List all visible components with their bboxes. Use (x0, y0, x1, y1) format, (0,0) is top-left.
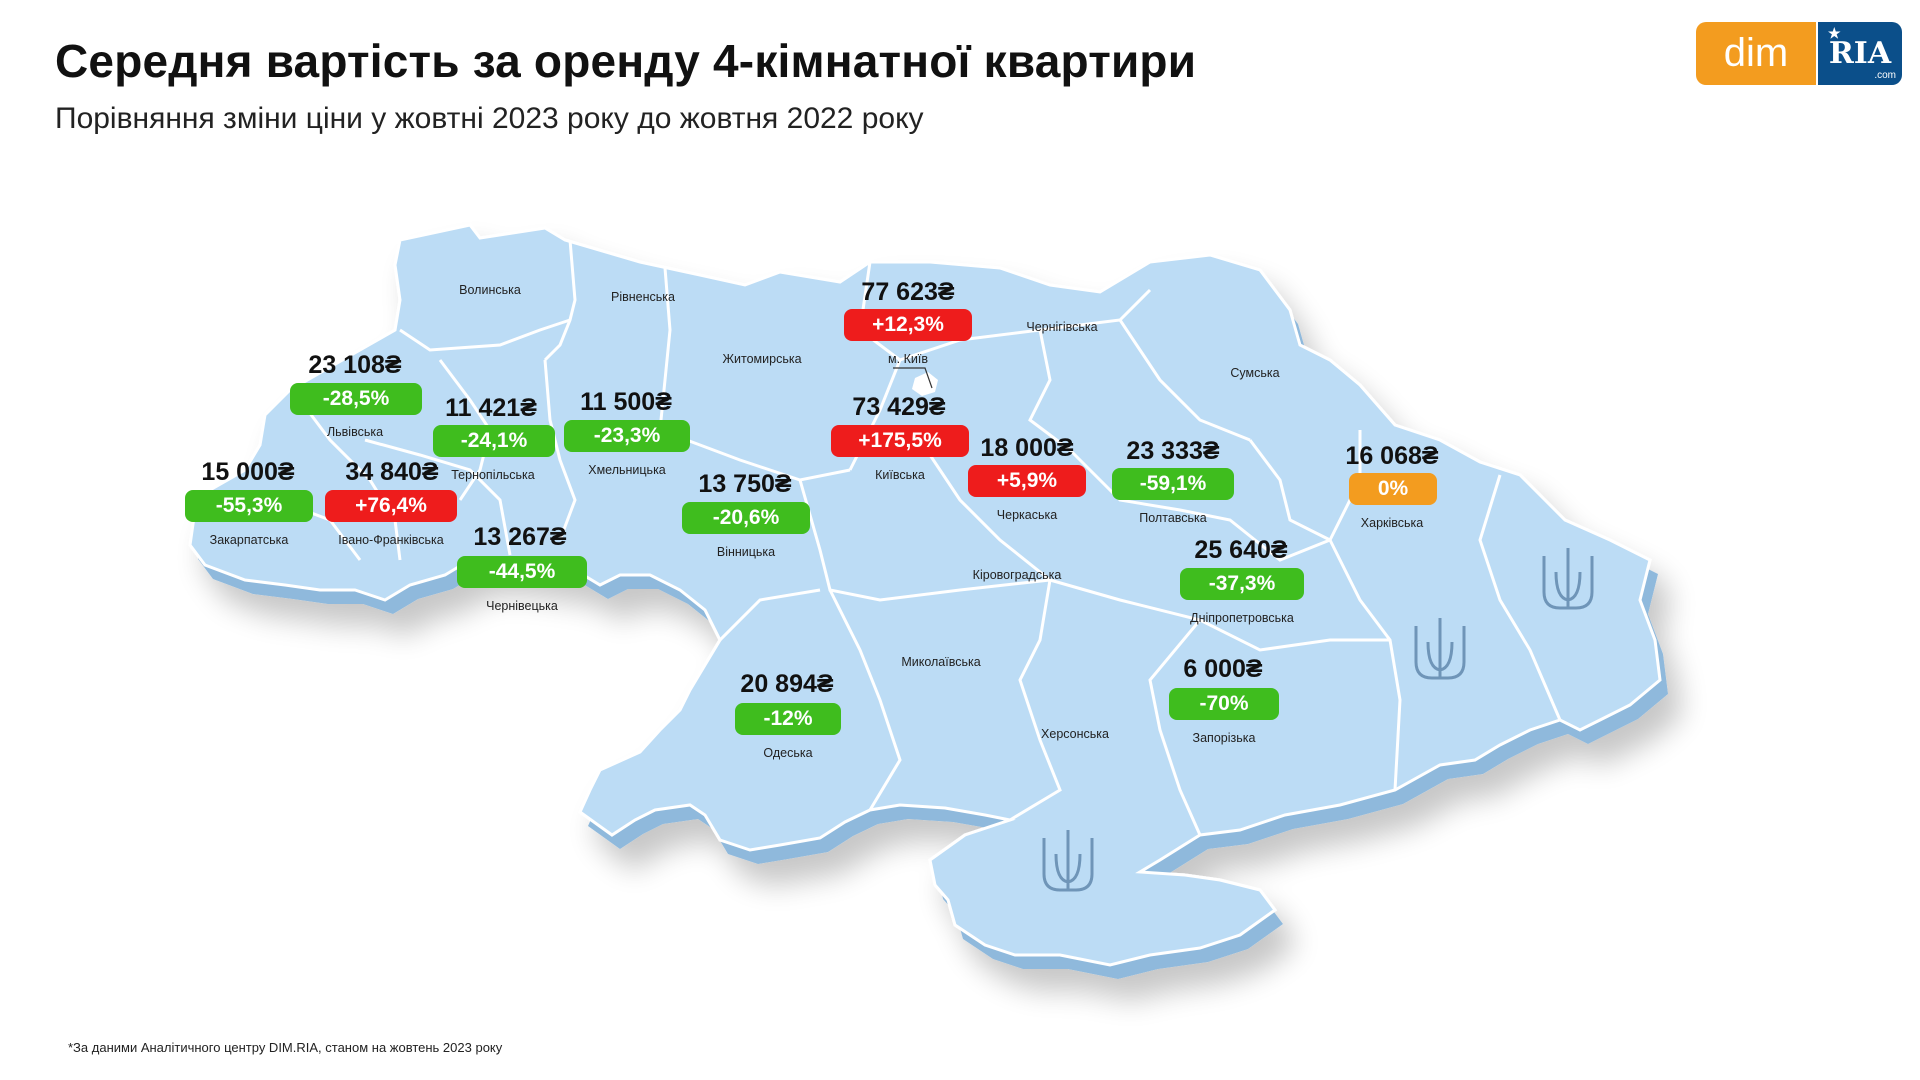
region-mykolaivska: Миколаївська (901, 655, 981, 669)
kyiv-leader-line (893, 367, 933, 389)
price-kyivska: 73 429₴ (852, 393, 946, 421)
region-vinnytska: Вінницька (716, 545, 776, 559)
region-khmelnytska: Хмельницька (588, 463, 666, 477)
region-kyiv-city: м. Київ (888, 352, 928, 366)
change-badge-kyivska: +175,5% (831, 425, 969, 457)
price-cherkaska: 18 000₴ (980, 434, 1074, 462)
trident-icons (1042, 548, 1594, 892)
region-rivnenska: Рівненська (611, 290, 675, 304)
change-badge-ternopilska: -24,1% (433, 425, 555, 457)
region-sumska: Сумська (1230, 366, 1280, 380)
region-kyivska: Київська (875, 468, 925, 482)
kyiv-city-shape (912, 372, 938, 396)
change-badge-odeska: -12% (735, 703, 841, 735)
change-badge-zakarpatska: -55,3% (185, 490, 313, 522)
logo-ria-sub: .com (1874, 70, 1896, 81)
change-badge-kyiv-city: +12,3% (844, 309, 972, 341)
region-kharkivska: Харківська (1360, 516, 1424, 530)
region-chernihivska: Чернігівська (1026, 320, 1098, 334)
price-kharkivska: 16 068₴ (1345, 442, 1439, 470)
price-ternopilska: 11 421₴ (445, 394, 537, 422)
change-badge-khmelnytska: -23,3% (564, 420, 690, 452)
change-badge-zaporizka: -70% (1169, 688, 1279, 720)
region-zaporizka: Запорізька (1192, 731, 1256, 745)
price-zakarpatska: 15 000₴ (201, 458, 295, 486)
page-subtitle: Порівняння зміни ціни у жовтні 2023 року… (55, 102, 924, 135)
price-vinnytska: 13 750₴ (698, 470, 792, 498)
region-zakarpatska: Закарпатська (209, 533, 289, 547)
price-zaporizka: 6 000₴ (1183, 655, 1263, 683)
region-lvivska: Львівська (326, 425, 384, 439)
price-kyiv-city: 77 623₴ (861, 278, 955, 306)
price-odeska: 20 894₴ (740, 670, 834, 698)
price-lvivska: 23 108₴ (308, 351, 402, 379)
region-odeska: Одеська (763, 746, 813, 760)
change-badge-chernivetska: -44,5% (457, 556, 587, 588)
logo-dim: dim (1696, 22, 1816, 85)
region-ivano-frankivska: Івано-Франківська (338, 533, 444, 547)
change-badge-vinnytska: -20,6% (682, 502, 810, 534)
dimria-logo[interactable]: dim ★ RIA .com (1696, 22, 1902, 85)
region-zhytomyrska: Житомирська (722, 352, 802, 366)
price-ivano-frankivska: 34 840₴ (345, 458, 439, 486)
change-badge-cherkaska: +5,9% (968, 465, 1086, 497)
region-poltavska: Полтавська (1139, 511, 1207, 525)
trident-icon (1542, 548, 1594, 610)
price-khmelnytska: 11 500₴ (580, 388, 672, 416)
logo-ria: ★ RIA .com (1816, 22, 1902, 85)
trident-icon (1414, 618, 1466, 680)
change-badge-kharkivska: 0% (1349, 473, 1437, 505)
price-poltavska: 23 333₴ (1126, 437, 1220, 465)
change-badge-lvivska: -28,5% (290, 383, 422, 415)
trident-icon (1042, 830, 1094, 892)
star-icon: ★ (1828, 26, 1841, 42)
page-title: Середня вартість за оренду 4-кімнатної к… (55, 35, 1197, 87)
region-borders (234, 239, 1562, 836)
source-footnote: *За даними Аналітичного центру DIM.RIA, … (68, 1040, 503, 1055)
logo-ria-text: RIA (1828, 36, 1892, 71)
change-badge-poltavska: -59,1% (1112, 468, 1234, 500)
change-badge-dnipropetrovska: -37,3% (1180, 568, 1304, 600)
region-khersonska: Херсонська (1041, 727, 1109, 741)
region-volynska: Волинська (459, 283, 521, 297)
price-chernivetska: 13 267₴ (473, 523, 567, 551)
price-dnipropetrovska: 25 640₴ (1194, 536, 1288, 564)
region-cherkaska: Черкаська (996, 508, 1058, 522)
region-kirovohradska: Кіровоградська (972, 568, 1062, 582)
region-ternopilska: Тернопільська (451, 468, 535, 482)
region-chernivetska: Чернівецька (486, 599, 558, 613)
region-dnipropetrovska: Дніпропетровська (1190, 611, 1294, 625)
change-badge-ivano-frankivska: +76,4% (325, 490, 457, 522)
